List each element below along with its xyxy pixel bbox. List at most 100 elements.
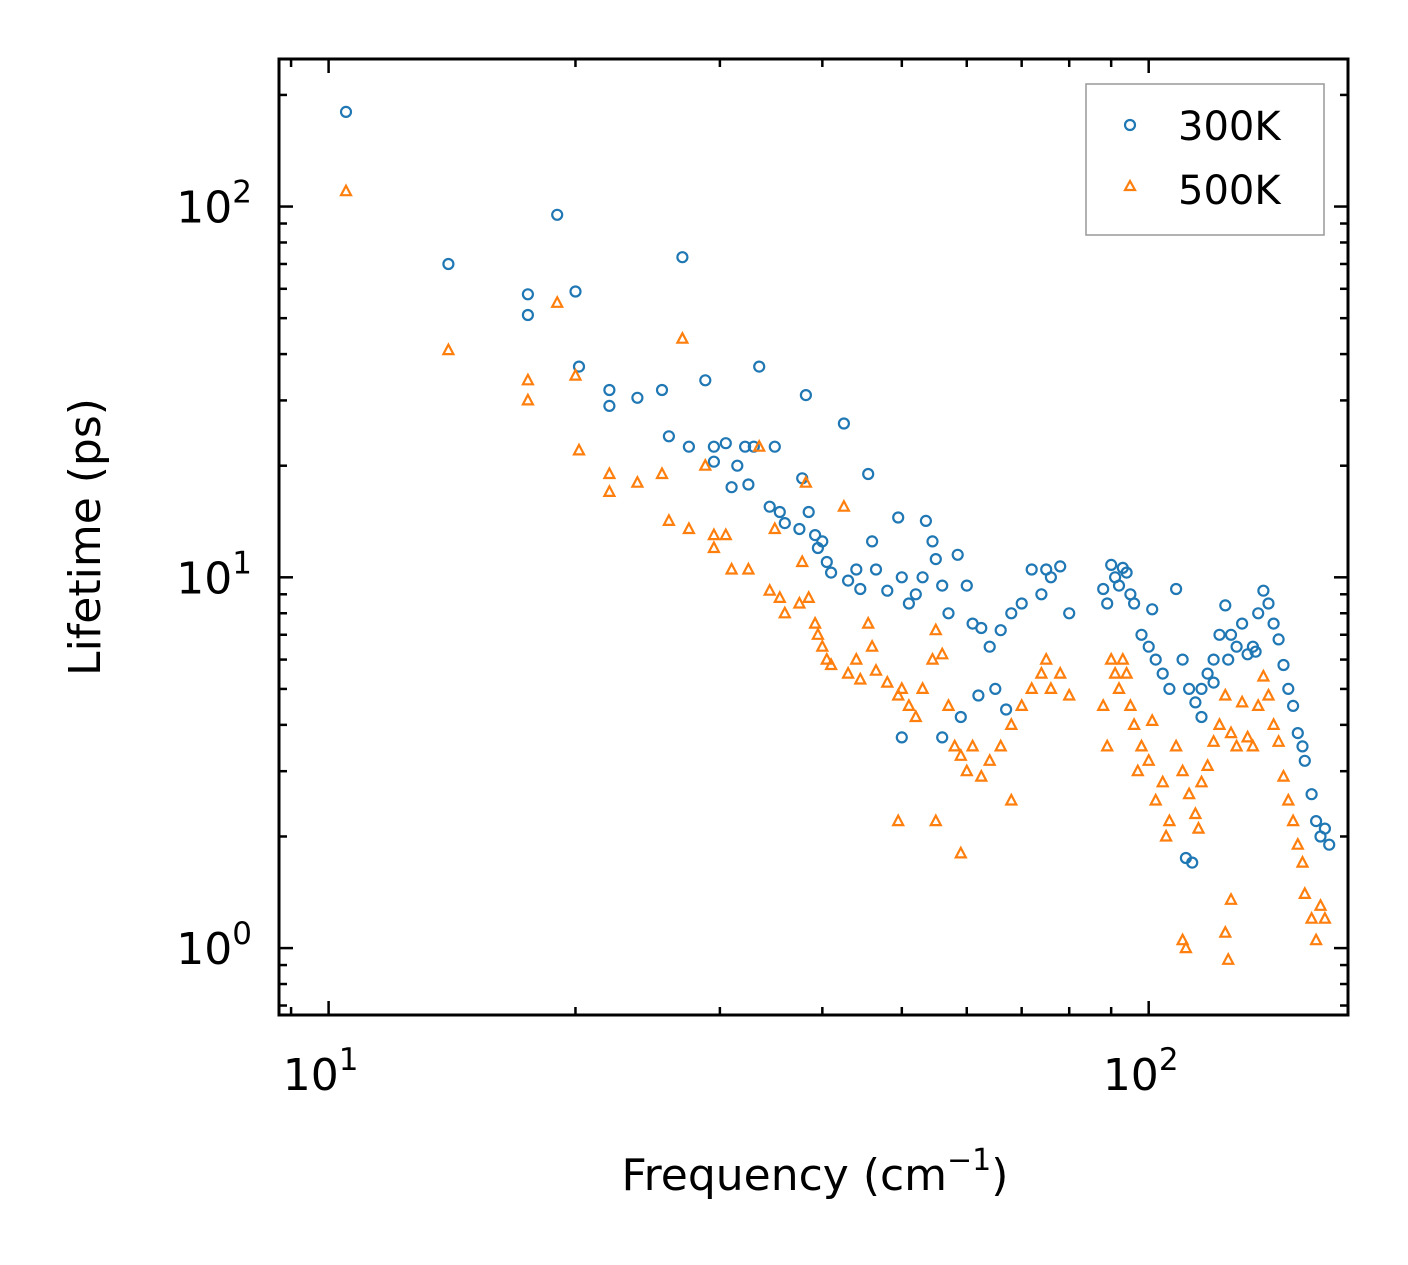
data-point-500K-25 <box>792 595 807 609</box>
data-point-300K-120 <box>895 731 908 744</box>
data-point-300K-16 <box>707 455 721 468</box>
data-point-300K-38 <box>841 574 855 587</box>
data-point-300K-25 <box>768 440 781 453</box>
data-point-300K-71 <box>1105 558 1118 572</box>
data-point-300K-83 <box>1169 582 1183 596</box>
data-point-300K-35 <box>820 555 833 569</box>
data-point-300K-4 <box>551 208 564 221</box>
data-point-500K-79 <box>1134 738 1149 752</box>
data-point-300K-91 <box>1219 599 1232 612</box>
data-point-300K-6 <box>572 360 586 373</box>
data-point-300K-64 <box>1035 588 1048 601</box>
data-point-300K-0 <box>339 105 353 119</box>
data-point-300K-52 <box>929 552 942 566</box>
data-point-500K-39 <box>865 638 879 652</box>
data-point-300K-11 <box>662 430 676 443</box>
data-point-500K-102 <box>1271 733 1286 747</box>
data-point-300K-118 <box>1249 645 1262 658</box>
data-point-300K-5 <box>569 285 582 298</box>
data-point-300K-48 <box>909 588 922 601</box>
data-point-300K-103 <box>1282 682 1295 696</box>
data-point-500K-23 <box>772 590 787 604</box>
data-point-500K-85 <box>1175 763 1190 777</box>
data-point-500K-96 <box>1240 729 1255 743</box>
data-point-300K-42 <box>865 535 879 548</box>
data-point-300K-2 <box>521 288 535 301</box>
data-point-500K-98 <box>1251 698 1266 712</box>
data-point-500K-0 <box>339 183 353 197</box>
data-point-300K-21 <box>742 478 755 491</box>
data-point-500K-75 <box>1115 651 1130 665</box>
data-point-500K-41 <box>880 674 895 688</box>
data-point-300K-15 <box>707 440 721 453</box>
data-point-500K-56 <box>982 752 997 766</box>
y-tick-label-100: 102 <box>176 175 252 234</box>
data-point-500K-93 <box>1224 725 1238 739</box>
legend: 300K 500K <box>1085 83 1325 236</box>
series-300K <box>339 105 1336 869</box>
data-point-500K-109 <box>1304 910 1319 924</box>
data-point-300K-106 <box>1296 740 1309 753</box>
data-point-300K-117 <box>1222 653 1235 666</box>
data-point-500K-10 <box>655 466 669 480</box>
data-point-500K-94 <box>1229 738 1244 752</box>
data-point-500K-115 <box>1221 951 1236 965</box>
data-point-300K-50 <box>919 514 933 528</box>
data-point-300K-53 <box>936 579 949 592</box>
data-point-300K-44 <box>881 584 894 597</box>
data-point-300K-60 <box>994 624 1007 637</box>
data-point-300K-47 <box>902 597 916 610</box>
data-point-300K-12 <box>676 251 689 264</box>
data-point-300K-18 <box>725 481 738 494</box>
data-point-500K-46 <box>915 681 930 695</box>
x-tick-label-100: 102 <box>1103 1042 1179 1101</box>
data-point-500K-53 <box>959 763 974 777</box>
data-point-300K-24 <box>763 500 776 513</box>
data-point-500K-38 <box>861 615 876 629</box>
data-point-300K-119 <box>1146 603 1159 616</box>
data-point-500K-72 <box>1104 651 1119 665</box>
data-point-300K-92 <box>1224 628 1238 641</box>
data-point-500K-26 <box>795 554 810 568</box>
data-point-500K-34 <box>837 498 851 512</box>
data-point-300K-93 <box>1230 640 1243 653</box>
data-point-500K-51 <box>947 738 962 752</box>
data-point-500K-43 <box>894 681 909 695</box>
data-point-300K-85 <box>1182 682 1196 696</box>
x-tick-labels: 101 102 <box>283 1042 1179 1101</box>
x-tick-label-10: 101 <box>283 1042 359 1101</box>
data-point-500K-112 <box>1318 910 1332 924</box>
data-point-500K-74 <box>1112 681 1126 695</box>
legend-marker-300K <box>1123 118 1137 132</box>
data-point-500K-105 <box>1286 813 1300 827</box>
data-point-500K-91 <box>1212 717 1227 731</box>
data-point-500K-110 <box>1309 932 1323 946</box>
data-point-500K-62 <box>1039 651 1054 665</box>
data-point-300K-69 <box>1097 582 1110 596</box>
data-point-300K-46 <box>895 571 908 584</box>
data-point-500K-95 <box>1235 694 1249 708</box>
data-point-500K-30 <box>811 626 825 640</box>
data-point-500K-78 <box>1127 717 1141 731</box>
data-point-300K-45 <box>892 511 905 524</box>
data-point-300K-20 <box>738 440 752 453</box>
data-point-300K-81 <box>1156 667 1169 680</box>
data-point-500K-47 <box>925 651 940 665</box>
data-point-300K-105 <box>1291 726 1304 740</box>
data-point-500K-50 <box>941 698 956 712</box>
data-point-300K-9 <box>631 391 644 404</box>
data-point-300K-80 <box>1149 653 1162 666</box>
y-tick-label-10: 101 <box>176 545 252 604</box>
data-point-500K-121 <box>1130 763 1145 777</box>
data-point-300K-13 <box>682 440 696 453</box>
data-point-500K-21 <box>762 582 777 596</box>
data-point-500K-67 <box>928 813 943 827</box>
data-point-500K-80 <box>1141 752 1156 766</box>
data-point-500K-54 <box>965 738 980 752</box>
data-point-500K-118 <box>1159 828 1173 842</box>
data-point-500K-108 <box>1297 886 1312 900</box>
data-point-500K-7 <box>602 466 617 480</box>
data-point-300K-79 <box>1142 640 1155 653</box>
data-point-300K-122 <box>954 710 967 724</box>
data-point-300K-125 <box>999 703 1013 716</box>
